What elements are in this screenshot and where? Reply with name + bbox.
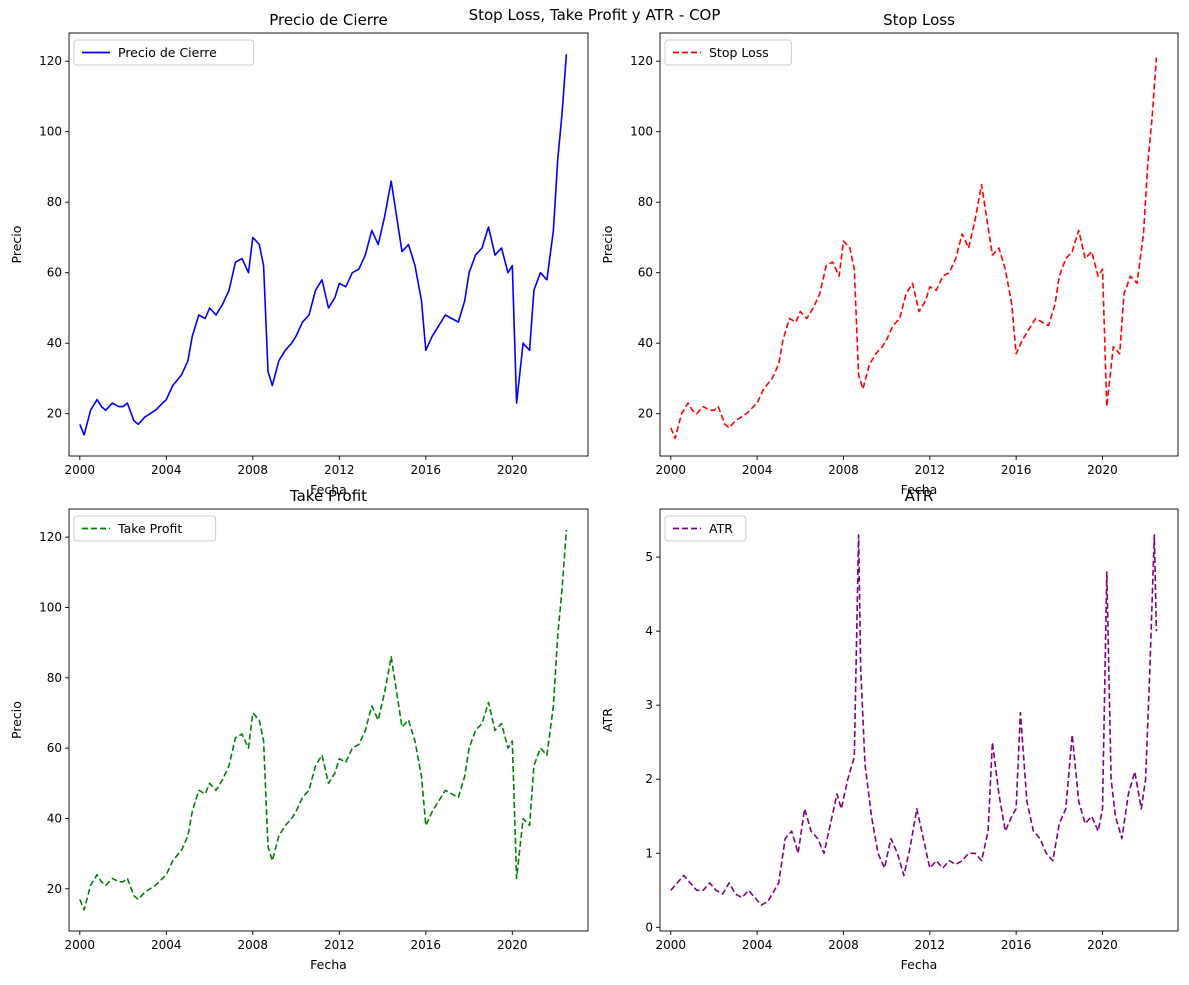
stop-loss-xtick-label: 2020 — [1087, 463, 1118, 477]
stop-loss-xtick-label: 2008 — [828, 463, 859, 477]
take-profit-ylabel: Precio — [9, 701, 24, 739]
atr-legend-box — [664, 515, 747, 542]
take-profit-xtick-label: 2012 — [324, 938, 355, 952]
atr-ytick-label: 3 — [645, 698, 653, 712]
atr-ylabel: ATR — [600, 708, 615, 732]
stop-loss-xtick-label: 2000 — [656, 463, 687, 477]
take-profit-xtick-label: 2008 — [238, 938, 269, 952]
atr-ytick-label: 0 — [645, 920, 653, 934]
precio-de-cierre-ylabel: Precio — [9, 226, 24, 264]
precio-de-cierre-axes-frame — [68, 32, 589, 457]
precio-de-cierre-ytick-label: 80 — [47, 195, 62, 209]
stop-loss-series-line — [670, 57, 1158, 440]
take-profit-axes-frame — [68, 508, 589, 932]
stop-loss-ylabel: Precio — [600, 226, 615, 264]
precio-de-cierre-ytick-label: 100 — [39, 125, 62, 139]
figure-suptitle: Stop Loss, Take Profit y ATR - COP — [468, 6, 721, 24]
take-profit-legend: Take Profit — [73, 515, 217, 542]
take-profit-series-line — [79, 530, 568, 911]
stop-loss-xtick-label: 2012 — [915, 463, 946, 477]
precio-de-cierre-ytick-label: 60 — [47, 266, 62, 280]
stop-loss-ytick-label: 120 — [630, 54, 653, 68]
precio-de-cierre-ytick-label: 40 — [47, 336, 62, 350]
atr-legend: ATR — [664, 515, 747, 542]
precio-de-cierre-xtick-label: 2016 — [411, 463, 442, 477]
take-profit-ytick-label: 100 — [39, 600, 62, 614]
precio-de-cierre-legend: Precio de Cierre — [73, 39, 255, 66]
take-profit-ytick-label: 80 — [47, 671, 62, 685]
precio-de-cierre-legend-box — [73, 39, 255, 66]
precio-de-cierre-ytick-label: 120 — [39, 54, 62, 68]
take-profit-ytick-label: 120 — [39, 530, 62, 544]
take-profit-xtick-label: 2016 — [411, 938, 442, 952]
atr-xtick-label: 2016 — [1001, 938, 1032, 952]
precio-de-cierre-series-line — [79, 54, 568, 436]
precio-de-cierre-xlabel: Fecha — [310, 482, 347, 497]
stop-loss-axes-frame — [659, 32, 1179, 457]
stop-loss-xtick-label: 2016 — [1001, 463, 1032, 477]
stop-loss-legend: Stop Loss — [664, 39, 792, 66]
take-profit-legend-label: Take Profit — [117, 521, 182, 536]
stop-loss-xlabel: Fecha — [901, 482, 938, 497]
precio-de-cierre-xtick-label: 2004 — [151, 463, 182, 477]
atr-panel: ATR 2000 2004 2008 2012 2016 2020 0 1 2 3 4 5 Fecha AT… — [600, 487, 1179, 972]
atr-ytick-label: 1 — [645, 846, 653, 860]
stop-loss-ytick-label: 100 — [630, 125, 653, 139]
atr-ytick-label: 5 — [645, 550, 653, 564]
take-profit-xlabel: Fecha — [310, 957, 347, 972]
stop-loss-ytick-label: 80 — [638, 195, 653, 209]
precio-de-cierre-title: Precio de Cierre — [269, 11, 388, 29]
precio-de-cierre-legend-label: Precio de Cierre — [118, 45, 217, 60]
precio-de-cierre-xtick-label: 2020 — [497, 463, 528, 477]
precio-de-cierre-xtick-label: 2008 — [238, 463, 269, 477]
atr-series-line — [670, 534, 1158, 906]
stop-loss-legend-box — [664, 39, 792, 66]
atr-xtick-label: 2004 — [742, 938, 773, 952]
atr-xlabel: Fecha — [901, 957, 938, 972]
take-profit-xtick-label: 2000 — [65, 938, 96, 952]
atr-legend-label: ATR — [709, 521, 733, 536]
atr-xtick-label: 2020 — [1087, 938, 1118, 952]
atr-ytick-label: 4 — [645, 624, 653, 638]
stop-loss-legend-label: Stop Loss — [709, 45, 769, 60]
stop-loss-ytick-label: 20 — [638, 407, 653, 421]
take-profit-title: Take Profit — [289, 487, 367, 505]
stop-loss-ytick-label: 60 — [638, 266, 653, 280]
precio-de-cierre-ytick-label: 20 — [47, 407, 62, 421]
take-profit-ytick-label: 60 — [47, 741, 62, 755]
take-profit-ytick-label: 20 — [47, 882, 62, 896]
take-profit-xtick-label: 2020 — [497, 938, 528, 952]
precio-de-cierre-xtick-label: 2000 — [65, 463, 96, 477]
atr-axes-frame — [659, 508, 1179, 932]
atr-ytick-label: 2 — [645, 772, 653, 786]
take-profit-ytick-label: 40 — [47, 811, 62, 825]
stop-loss-ytick-label: 40 — [638, 336, 653, 350]
take-profit-xtick-label: 2004 — [151, 938, 182, 952]
atr-title: ATR — [905, 487, 934, 505]
atr-xtick-label: 2012 — [915, 938, 946, 952]
precio-de-cierre-xtick-label: 2012 — [324, 463, 355, 477]
take-profit-legend-box — [73, 515, 217, 542]
stop-loss-title: Stop Loss — [883, 11, 955, 29]
atr-xtick-label: 2008 — [828, 938, 859, 952]
atr-xtick-label: 2000 — [656, 938, 687, 952]
stop-loss-xtick-label: 2004 — [742, 463, 773, 477]
